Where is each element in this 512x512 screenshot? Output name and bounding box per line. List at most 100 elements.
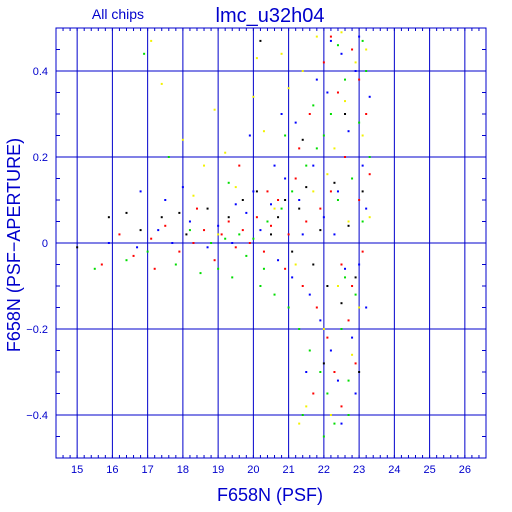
data-point [280,207,283,210]
data-point [93,267,96,270]
data-point [291,190,294,193]
data-point [178,250,181,253]
data-point [347,130,350,133]
data-point [245,211,248,214]
data-point [361,164,364,167]
data-point [365,70,368,72]
data-point [347,319,350,322]
data-point [227,181,230,184]
data-point [305,186,308,189]
data-point [206,246,209,249]
data-point [344,276,347,279]
data-point [270,224,272,227]
data-point [361,220,364,223]
data-point [326,285,329,287]
data-point [252,190,255,193]
data-point [234,203,237,206]
data-point [340,422,343,425]
data-point [322,61,325,64]
data-point [252,95,255,98]
data-point [351,177,354,180]
data-point [224,151,227,154]
x-tick-label: 24 [388,464,400,476]
data-point [333,422,336,425]
data-point [174,263,177,266]
data-point [358,263,361,266]
data-point [195,207,198,210]
data-point [315,35,318,38]
data-point [255,57,258,60]
data-point [284,199,287,201]
data-point [354,293,357,296]
data-point [336,199,339,201]
data-point [259,229,262,232]
data-point [118,233,121,236]
data-point [301,70,304,72]
data-point [234,186,237,189]
data-point [231,242,234,244]
data-point [365,48,368,51]
data-point [312,164,315,167]
data-point [277,259,280,262]
y-tick-label: −0.4 [26,410,48,422]
data-point [248,134,251,137]
data-point [284,267,287,270]
data-point [291,276,294,279]
data-point [107,216,110,219]
data-point [238,164,241,167]
y-tick-label: 0.2 [33,152,48,164]
data-point [217,233,220,236]
data-point [164,224,167,227]
points-layer [76,31,371,438]
data-point [125,211,128,214]
data-point [326,91,329,94]
data-point [181,186,184,189]
data-point [255,190,258,193]
data-point [329,190,332,193]
data-point [266,220,269,223]
data-point [319,371,322,373]
data-point [139,190,142,193]
data-point [181,138,184,141]
data-point [333,371,336,373]
y-tick-label: −0.2 [26,324,48,336]
data-point [199,272,202,275]
data-point [139,229,142,232]
data-point [340,405,343,408]
data-point [259,39,262,42]
data-point [213,259,216,262]
data-point [336,44,339,47]
data-point [301,233,304,236]
x-tick-label: 17 [142,464,154,476]
data-point [315,306,318,309]
data-point [326,173,329,176]
data-point [329,414,332,416]
data-point [368,95,371,98]
data-point [284,177,287,180]
data-point [358,78,361,81]
data-point [358,371,361,373]
data-point [157,229,160,232]
data-point [312,104,315,107]
data-point [241,229,244,232]
data-point [340,52,343,55]
data-point [315,78,318,81]
data-point [188,229,191,232]
data-point [333,233,336,236]
data-point [210,242,213,244]
data-point [259,285,262,287]
data-point [361,250,364,253]
data-point [344,156,347,158]
data-point [280,52,283,55]
data-point [329,349,332,352]
data-point [347,224,350,227]
data-point [336,91,339,94]
data-point [344,100,347,103]
data-point [365,207,368,210]
data-point [150,39,153,42]
data-point [284,134,287,137]
grid-layer [56,28,486,458]
data-point [125,259,128,262]
data-point [351,353,354,356]
